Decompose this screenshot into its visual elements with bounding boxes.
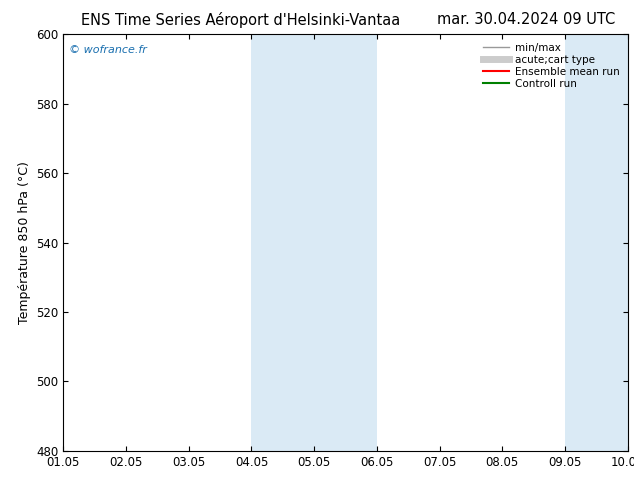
Bar (565, 34, 597, 451)
Text: © wofrance.fr: © wofrance.fr (69, 45, 147, 55)
Bar (314, 34, 377, 451)
Text: ENS Time Series Aéroport d'Helsinki-Vantaa: ENS Time Series Aéroport d'Helsinki-Vant… (81, 12, 401, 28)
Bar (597, 34, 628, 451)
Y-axis label: Température 850 hPa (°C): Température 850 hPa (°C) (18, 161, 30, 324)
Bar (252, 34, 314, 451)
Legend: min/max, acute;cart type, Ensemble mean run, Controll run: min/max, acute;cart type, Ensemble mean … (480, 40, 623, 92)
Text: mar. 30.04.2024 09 UTC: mar. 30.04.2024 09 UTC (437, 12, 615, 27)
